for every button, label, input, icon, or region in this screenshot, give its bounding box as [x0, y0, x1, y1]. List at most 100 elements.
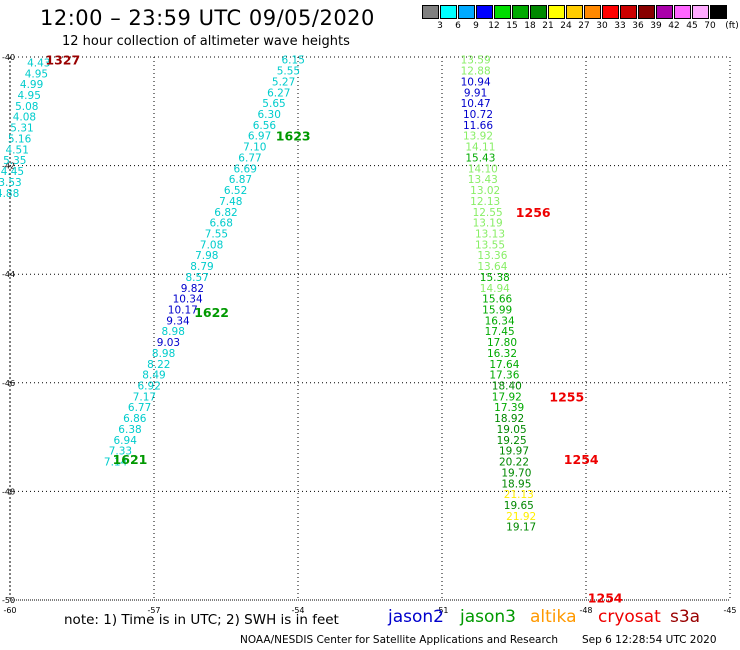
time-label: 1256 — [516, 205, 551, 220]
scale-label: 39 — [650, 21, 662, 31]
wave-height-value: 17.64 — [489, 359, 519, 371]
lat-label: -48 — [2, 487, 15, 496]
wave-height-value: 19.97 — [499, 446, 529, 458]
scale-swatch — [548, 5, 565, 19]
wave-height-value: 15.66 — [482, 294, 512, 306]
wave-height-value: 19.65 — [504, 500, 534, 512]
lon-label: -45 — [723, 606, 736, 615]
time-label: 1623 — [276, 129, 311, 144]
lat-label: -40 — [2, 53, 15, 62]
scale-label: 6 — [455, 21, 461, 31]
wave-height-value: 13.19 — [473, 218, 503, 230]
lon-label: -60 — [3, 606, 16, 615]
wave-height-value: 5.35 — [3, 155, 26, 167]
wave-height-value: 21.92 — [506, 511, 536, 523]
wave-height-value: 18.40 — [492, 381, 522, 393]
time-label: 1254 — [588, 590, 623, 605]
wave-height-value: 13.02 — [470, 185, 500, 197]
scale-swatch — [620, 5, 637, 19]
lat-label: -50 — [2, 596, 15, 605]
time-label: 1255 — [549, 389, 584, 404]
wave-height-value: 10.34 — [173, 294, 203, 306]
wave-height-value: 17.80 — [487, 337, 517, 349]
scale-label: 12 — [488, 21, 500, 31]
wave-height-value: 6.69 — [234, 163, 257, 175]
wave-height-value: 15.43 — [465, 152, 495, 164]
wave-height-value: 8.22 — [147, 359, 170, 371]
wave-height-value: 9.82 — [181, 283, 204, 295]
wave-height-value: 6.30 — [258, 109, 281, 121]
scale-swatch — [476, 5, 493, 19]
wave-height-value: 14.10 — [468, 163, 498, 175]
scale-label: 70 — [704, 21, 716, 31]
wave-height-value: 7.55 — [205, 228, 228, 240]
wave-height-value: 21.13 — [504, 489, 534, 501]
legend-cryosat: cryosat — [598, 607, 661, 627]
wave-height-value: 10.94 — [461, 76, 491, 88]
wave-height-value: 7.48 — [219, 196, 242, 208]
time-labels: 1327 1623 1622 1621 1256 1255 1254 1254 — [45, 53, 622, 606]
scale-swatch — [440, 5, 457, 19]
wave-height-value: 5.27 — [272, 76, 295, 88]
scale-label: 24 — [560, 21, 572, 31]
wave-height-value: 8.57 — [186, 272, 209, 284]
wave-height-value: 15.38 — [480, 272, 510, 284]
wave-height-value: 20.22 — [499, 457, 529, 469]
wave-height-value: 6.52 — [224, 185, 247, 197]
scale-label: 42 — [668, 21, 680, 31]
wave-height-value: 6.77 — [238, 152, 261, 164]
lat-label: -46 — [2, 379, 15, 388]
wave-height-value: 8.49 — [142, 370, 165, 382]
legend-altika: altika — [530, 607, 577, 627]
wave-height-value: 7.98 — [195, 250, 218, 262]
scale-swatch — [692, 5, 709, 19]
axis-labels: -40 -42 -44 -46 -48 -50-60 -57 -54 -51 -48 -45 — [2, 53, 737, 615]
time-label: 1622 — [194, 305, 229, 320]
scale-label: 33 — [614, 21, 626, 31]
wave-height-value: 13.64 — [477, 261, 507, 273]
scale-label: 3 — [437, 21, 443, 31]
wave-height-value: 7.17 — [133, 391, 156, 403]
credit-text: NOAA/NESDIS Center for Satellite Applica… — [240, 634, 558, 646]
wave-height-value: 13.55 — [475, 239, 505, 251]
wave-height-value: 8.79 — [190, 261, 213, 273]
wave-height-value: 19.25 — [497, 435, 527, 447]
lon-label: -51 — [435, 606, 448, 615]
scale-swatch — [530, 5, 547, 19]
scale-swatch — [638, 5, 655, 19]
wave-height-value: 5.31 — [10, 123, 33, 135]
wave-height-value: 5.16 — [8, 133, 32, 145]
wave-height-value: 13.92 — [463, 131, 493, 143]
wave-height-value: 4.88 — [0, 188, 19, 200]
scale-label: 45 — [686, 21, 698, 31]
wave-height-value: 9.91 — [464, 87, 487, 99]
scale-label: 18 — [524, 21, 536, 31]
wave-height-value: 6.92 — [138, 381, 161, 393]
wave-height-value: 17.45 — [485, 326, 515, 338]
wave-height-value: 17.39 — [494, 402, 524, 414]
wave-height-value: 17.92 — [492, 391, 522, 403]
legend-jason2: jason2 — [388, 607, 444, 627]
footnote: note: 1) Time is in UTC; 2) SWH is in fe… — [64, 612, 339, 628]
scale-label: 15 — [506, 21, 518, 31]
page-subtitle: 12 hour collection of altimeter wave hei… — [62, 34, 350, 49]
map-grid — [9, 56, 731, 601]
scale-swatch — [512, 5, 529, 19]
wave-height-value: 13.59 — [461, 55, 491, 67]
wave-height-value: 6.82 — [214, 207, 237, 219]
legend-jason3: jason3 — [460, 607, 516, 627]
scale-swatch — [602, 5, 619, 19]
scale-unit: (ft) — [725, 21, 739, 31]
page-title: 12:00 – 23:59 UTC 09/05/2020 — [40, 6, 375, 30]
wave-height-value: 17.36 — [489, 370, 519, 382]
wave-height-value: 4.43 — [27, 57, 50, 69]
map-frame — [9, 56, 731, 601]
wave-height-value: 6.97 — [248, 131, 271, 143]
wave-height-value: 18.92 — [494, 413, 524, 425]
scale-swatch — [458, 5, 475, 19]
wave-height-value: 15.99 — [482, 304, 512, 316]
wave-height-value: 4.95 — [18, 90, 41, 102]
scale-label: 36 — [632, 21, 644, 31]
wave-height-value: 7.08 — [200, 239, 223, 251]
